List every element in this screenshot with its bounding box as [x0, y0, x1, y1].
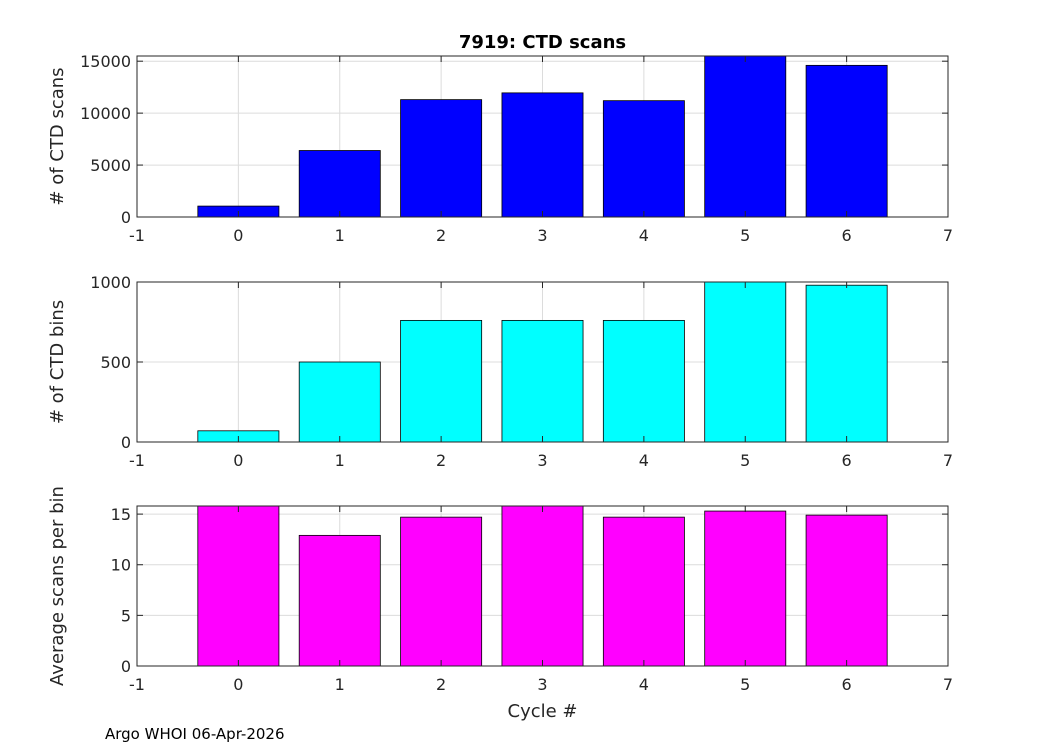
- x-tick-label: 4: [639, 675, 649, 694]
- bar-cycle-2: [400, 319, 483, 443]
- y-tick-label: 500: [100, 353, 131, 372]
- y-tick-label: 0: [121, 208, 131, 227]
- bar-cycle-4: [602, 516, 685, 667]
- y-tick-label: 10: [111, 556, 131, 575]
- x-tick-label: -1: [129, 675, 145, 694]
- bar-cycle-6: [805, 514, 888, 667]
- y-tick-label: 5: [121, 606, 131, 625]
- y-tick-label: 1000: [90, 273, 131, 292]
- x-tick-label: 3: [537, 226, 547, 245]
- y-tick-label: 10000: [80, 104, 131, 123]
- y-axis-label: # of CTD scans: [47, 67, 68, 205]
- bar-cycle-2: [400, 99, 483, 218]
- x-tick-label: 6: [842, 451, 852, 470]
- y-tick-label: 15: [111, 505, 131, 524]
- x-tick-label: 7: [943, 451, 953, 470]
- x-tick-label: 5: [740, 675, 750, 694]
- bar-cycle-5: [704, 281, 787, 443]
- bar-cycle-3: [501, 319, 584, 443]
- bar-cycle-1: [298, 150, 381, 218]
- x-axis-label: Cycle #: [508, 701, 578, 722]
- bar-cycle-4: [602, 100, 685, 218]
- bar-cycle-5: [704, 510, 787, 667]
- y-tick-label: 15000: [80, 52, 131, 71]
- x-tick-label: 4: [639, 451, 649, 470]
- x-tick-label: 0: [233, 451, 243, 470]
- y-tick-label: 5000: [90, 156, 131, 175]
- x-tick-label: 6: [842, 675, 852, 694]
- y-axis-label: # of CTD bins: [47, 300, 68, 424]
- x-tick-label: 2: [436, 675, 446, 694]
- bar-cycle-0: [197, 505, 280, 667]
- x-tick-label: 3: [537, 451, 547, 470]
- y-tick-label: 0: [121, 433, 131, 452]
- x-tick-label: 5: [740, 451, 750, 470]
- bar-cycle-1: [298, 534, 381, 667]
- bar-cycle-2: [400, 516, 483, 667]
- x-tick-label: 6: [842, 226, 852, 245]
- x-tick-label: 7: [943, 675, 953, 694]
- x-tick-label: 1: [335, 675, 345, 694]
- x-tick-label: 0: [233, 226, 243, 245]
- bar-cycle-6: [805, 284, 888, 443]
- bar-cycle-3: [501, 505, 584, 667]
- bar-cycle-3: [501, 92, 584, 218]
- bar-cycle-5: [704, 55, 787, 218]
- x-tick-label: 2: [436, 451, 446, 470]
- bar-cycle-4: [602, 319, 685, 443]
- x-tick-label: 4: [639, 226, 649, 245]
- x-tick-label: 1: [335, 451, 345, 470]
- bar-cycle-6: [805, 64, 888, 218]
- y-axis-label: Average scans per bin: [47, 486, 68, 686]
- chart-title: 7919: CTD scans: [459, 32, 626, 53]
- x-tick-label: 2: [436, 226, 446, 245]
- x-tick-label: 0: [233, 675, 243, 694]
- x-tick-label: 5: [740, 226, 750, 245]
- x-tick-label: -1: [129, 226, 145, 245]
- footer-text: Argo WHOI 06-Apr-2026: [105, 725, 285, 743]
- x-tick-label: 1: [335, 226, 345, 245]
- x-tick-label: 7: [943, 226, 953, 245]
- x-tick-label: -1: [129, 451, 145, 470]
- y-tick-label: 0: [121, 657, 131, 676]
- x-tick-label: 3: [537, 675, 547, 694]
- bar-cycle-1: [298, 361, 381, 443]
